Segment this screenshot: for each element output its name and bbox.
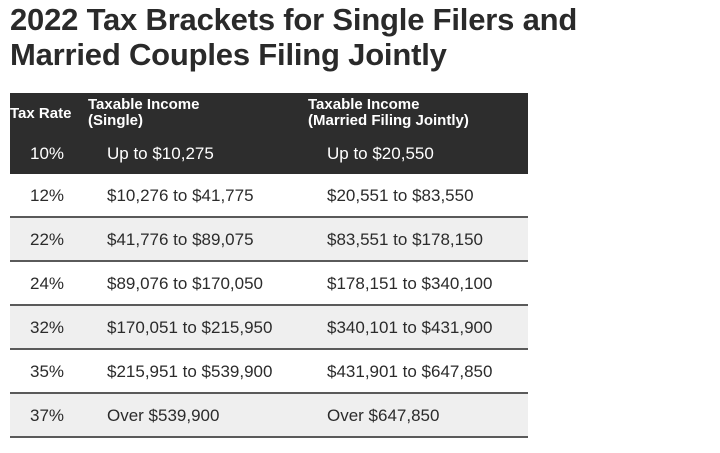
table-header: Tax Rate Taxable Income (Single) Taxable…	[10, 93, 528, 174]
table-row: 37% Over $539,900 Over $647,850	[10, 394, 528, 438]
cell-married: Up to $20,550	[327, 144, 434, 163]
cell-rate: 12%	[30, 186, 65, 205]
cell-single: $10,276 to $41,775	[107, 186, 254, 205]
cell-rate: 24%	[30, 274, 65, 293]
cell-married: $20,551 to $83,550	[327, 186, 474, 205]
title-line-2: Married Couples Filing Jointly	[10, 37, 447, 72]
tax-bracket-table: Tax Rate Taxable Income (Single) Taxable…	[10, 93, 528, 438]
cell-single: $170,051 to $215,950	[107, 318, 273, 337]
cell-married: Over $647,850	[327, 406, 440, 425]
header-married-line1: Taxable Income	[308, 96, 420, 113]
cell-single: $89,076 to $170,050	[107, 274, 263, 293]
cell-married: $431,901 to $647,850	[327, 362, 493, 381]
page-title: 2022 Tax Brackets for Single Filers and …	[10, 2, 577, 72]
cell-rate: 37%	[30, 406, 65, 425]
title-line-1: 2022 Tax Brackets for Single Filers and	[10, 2, 578, 37]
cell-single: Over $539,900	[107, 406, 220, 425]
table-row: 22% $41,776 to $89,075 $83,551 to $178,1…	[10, 218, 528, 262]
cell-married: $83,551 to $178,150	[327, 230, 483, 249]
cell-single: $215,951 to $539,900	[107, 362, 273, 381]
cell-rate: 10%	[30, 144, 65, 163]
header-married-line2: (Married Filing Jointly)	[308, 112, 469, 129]
table-row: 32% $170,051 to $215,950 $340,101 to $43…	[10, 306, 528, 350]
cell-rate: 32%	[30, 318, 65, 337]
cell-married: $340,101 to $431,900	[327, 318, 493, 337]
header-single: Taxable Income (Single)	[88, 97, 199, 129]
table-row: 12% $10,276 to $41,775 $20,551 to $83,55…	[10, 174, 528, 218]
header-tax-rate: Tax Rate	[10, 105, 72, 122]
cell-married: $178,151 to $340,100	[327, 274, 493, 293]
table-row: 35% $215,951 to $539,900 $431,901 to $64…	[10, 350, 528, 394]
table-row: 24% $89,076 to $170,050 $178,151 to $340…	[10, 262, 528, 306]
cell-single: $41,776 to $89,075	[107, 230, 254, 249]
header-single-line2: (Single)	[88, 112, 143, 129]
cell-rate: 22%	[30, 230, 65, 249]
cell-rate: 35%	[30, 362, 65, 381]
cell-single: Up to $10,275	[107, 144, 214, 163]
header-married: Taxable Income (Married Filing Jointly)	[308, 97, 469, 129]
header-single-line1: Taxable Income	[88, 96, 200, 113]
